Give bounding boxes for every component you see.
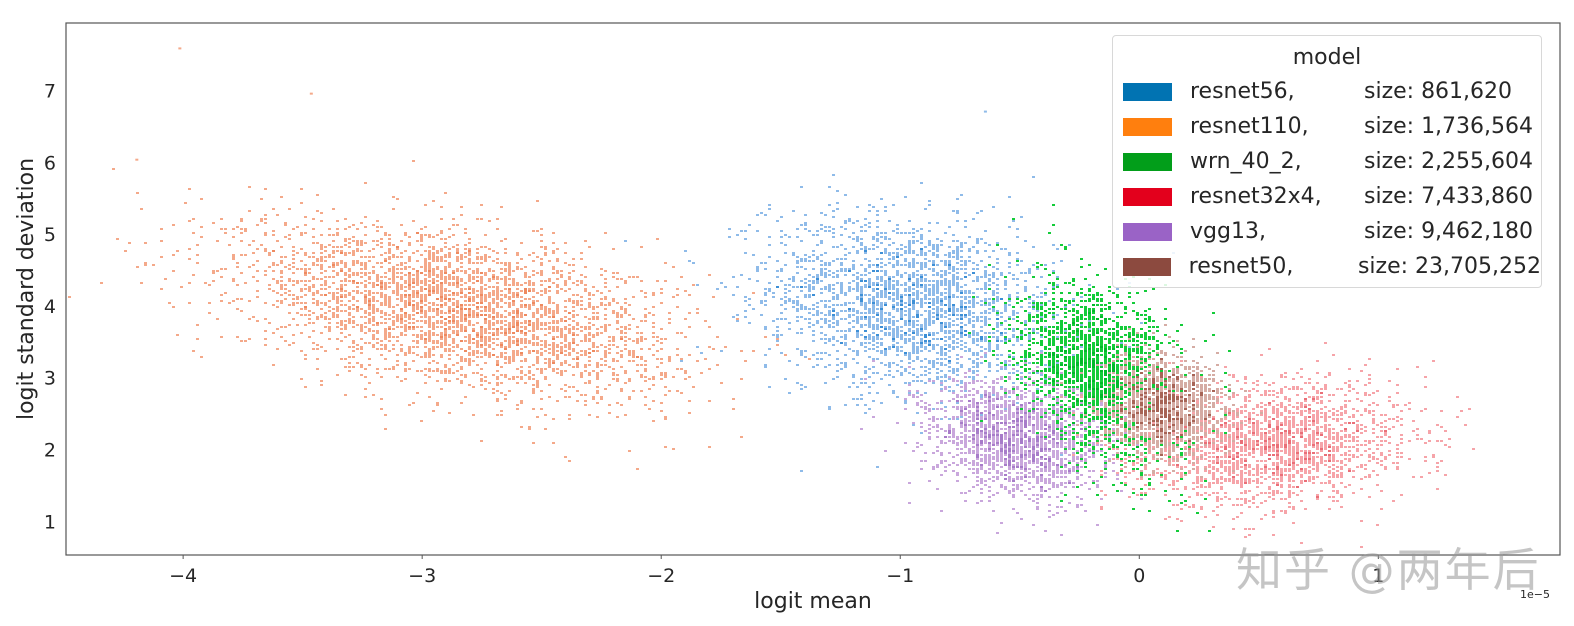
legend-swatch-icon — [1123, 117, 1172, 136]
legend-swatch-icon — [1123, 187, 1172, 206]
legend-model-size: size: 861,620 — [1364, 79, 1513, 104]
y-tick-label: 5 — [44, 224, 56, 246]
legend-model-name: resnet56, — [1190, 79, 1295, 104]
y-tick-label: 6 — [44, 152, 56, 174]
x-tick-label: −3 — [408, 565, 436, 587]
series-resnet110 — [68, 160, 811, 470]
y-axis-ticks: 1 2 3 4 5 6 7 — [44, 80, 56, 533]
data-points — [68, 47, 1475, 548]
y-tick-label: 1 — [44, 511, 56, 533]
legend-swatch-icon — [1123, 222, 1172, 241]
legend-item-vgg13: vgg13, size: 9,462,180 — [1113, 214, 1541, 249]
legend-item-resnet32x4: resnet32x4, size: 7,433,860 — [1113, 179, 1541, 214]
outlier-point — [135, 158, 139, 161]
x-axis-label: logit mean — [754, 589, 872, 614]
legend-item-wrn-40-2: wrn_40_2, size: 2,255,604 — [1113, 144, 1541, 179]
x-axis-offset-label: 1e−5 — [1520, 588, 1550, 601]
y-axis-label: logit standard deviation — [14, 158, 39, 420]
y-tick-label: 7 — [44, 80, 56, 102]
legend: model resnet56, size: 861,620 resnet110,… — [1112, 35, 1542, 288]
x-axis-ticks: −4 −3 −2 −1 0 1 — [169, 555, 1384, 587]
watermark: 知乎 @两年后 — [1236, 543, 1541, 597]
legend-model-size: size: 1,736,564 — [1364, 114, 1534, 139]
y-tick-label: 3 — [44, 368, 56, 390]
outlier-point — [983, 110, 987, 113]
legend-model-name: resnet32x4, — [1190, 184, 1322, 209]
x-tick-label: −2 — [647, 565, 675, 587]
x-tick-label: 1 — [1372, 565, 1384, 587]
x-tick-label: 0 — [1133, 565, 1145, 587]
legend-model-name: resnet50, — [1188, 254, 1294, 279]
outlier-point — [178, 47, 182, 50]
legend-swatch-icon — [1123, 82, 1172, 101]
legend-swatch-icon — [1123, 257, 1171, 276]
legend-swatch-icon — [1123, 152, 1172, 171]
series-resnet50 — [1060, 324, 1263, 478]
legend-model-name: vgg13, — [1190, 219, 1266, 244]
legend-model-size: size: 7,433,860 — [1364, 184, 1534, 209]
x-tick-label: −1 — [886, 565, 914, 587]
outlier-point — [309, 92, 313, 95]
legend-model-name: resnet110, — [1190, 114, 1309, 139]
legend-model-size: size: 23,705,252 — [1357, 254, 1541, 279]
series-vgg13 — [860, 352, 1143, 536]
legend-model-size: size: 9,462,180 — [1364, 219, 1534, 244]
legend-item-resnet56: resnet56, size: 861,620 — [1113, 74, 1541, 109]
legend-model-name: wrn_40_2, — [1190, 149, 1302, 174]
legend-model-size: size: 2,255,604 — [1364, 149, 1534, 174]
plot-frame — [65, 22, 1561, 556]
legend-item-resnet50: resnet50, size: 23,705,252 — [1113, 249, 1541, 284]
legend-item-resnet110: resnet110, size: 1,736,564 — [1113, 109, 1541, 144]
y-tick-label: 4 — [44, 296, 56, 318]
x-tick-label: −4 — [169, 565, 197, 587]
legend-title: model — [1292, 45, 1362, 70]
y-tick-label: 2 — [44, 439, 56, 461]
series-wrn_40_2 — [968, 204, 1235, 532]
